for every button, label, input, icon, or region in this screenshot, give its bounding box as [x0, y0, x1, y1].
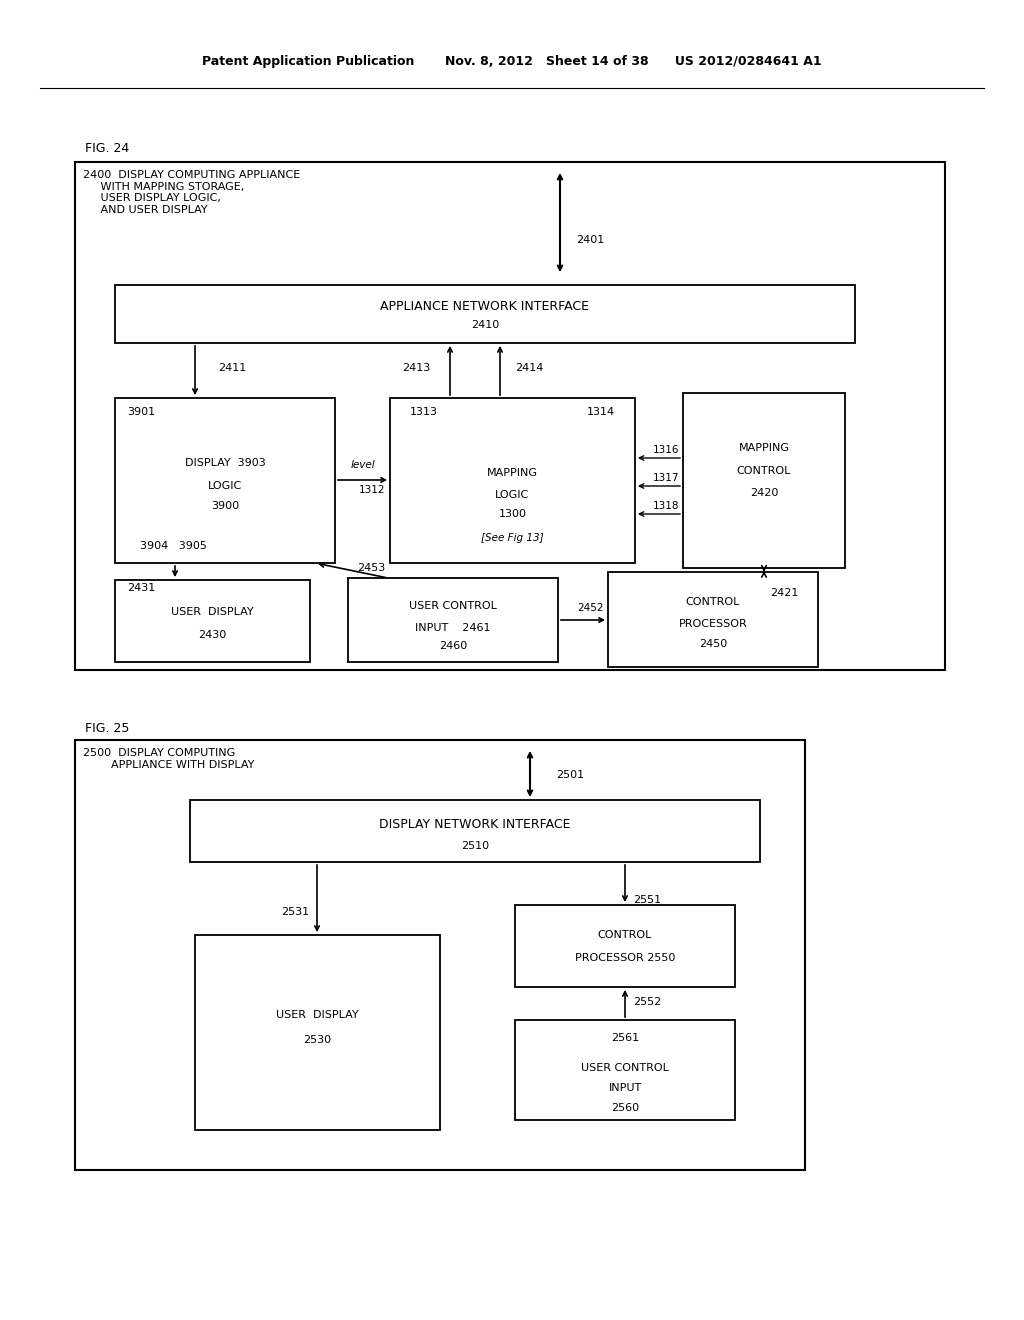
- Text: FIG. 25: FIG. 25: [85, 722, 129, 734]
- Bar: [515, 1020, 735, 1119]
- Text: DISPLAY NETWORK INTERFACE: DISPLAY NETWORK INTERFACE: [379, 817, 570, 830]
- Text: 3900: 3900: [211, 502, 239, 511]
- Text: 2413: 2413: [401, 363, 430, 374]
- Text: LOGIC: LOGIC: [208, 480, 242, 491]
- Text: 2411: 2411: [218, 363, 246, 374]
- Bar: [390, 399, 635, 564]
- Bar: [75, 741, 805, 1170]
- Text: 2401: 2401: [575, 235, 604, 246]
- Bar: [348, 578, 558, 663]
- Text: 2431: 2431: [127, 583, 155, 593]
- Text: 2400  DISPLAY COMPUTING APPLIANCE
     WITH MAPPING STORAGE,
     USER DISPLAY L: 2400 DISPLAY COMPUTING APPLIANCE WITH MA…: [83, 170, 300, 215]
- Text: FIG. 24: FIG. 24: [85, 141, 129, 154]
- Text: 1318: 1318: [652, 502, 679, 511]
- Text: USER CONTROL: USER CONTROL: [581, 1063, 669, 1073]
- Text: MAPPING: MAPPING: [487, 469, 538, 478]
- Text: LOGIC: LOGIC: [496, 490, 529, 500]
- Text: 1313: 1313: [410, 407, 438, 417]
- Text: USER CONTROL: USER CONTROL: [409, 601, 497, 611]
- Text: USER  DISPLAY: USER DISPLAY: [171, 607, 254, 616]
- Text: 1312: 1312: [358, 484, 385, 495]
- Text: 2421: 2421: [770, 587, 798, 598]
- Bar: [75, 162, 945, 671]
- Bar: [115, 399, 335, 564]
- Text: 2450: 2450: [698, 639, 727, 649]
- Text: 2501: 2501: [556, 770, 584, 780]
- Text: APPLIANCE NETWORK INTERFACE: APPLIANCE NETWORK INTERFACE: [381, 301, 590, 314]
- Bar: [115, 579, 310, 663]
- Text: 2530: 2530: [303, 1035, 332, 1045]
- Text: 2560: 2560: [611, 1104, 639, 1113]
- Text: 1316: 1316: [652, 445, 679, 455]
- Text: CONTROL: CONTROL: [686, 597, 740, 607]
- Bar: [515, 906, 735, 987]
- Text: 2561: 2561: [611, 1034, 639, 1043]
- Text: 2460: 2460: [439, 642, 467, 651]
- Text: 2420: 2420: [750, 488, 778, 498]
- Text: CONTROL: CONTROL: [737, 466, 792, 477]
- Bar: [683, 393, 845, 568]
- Text: INPUT    2461: INPUT 2461: [416, 623, 490, 634]
- Text: USER  DISPLAY: USER DISPLAY: [276, 1010, 358, 1020]
- Text: 1300: 1300: [499, 510, 526, 519]
- Text: 2552: 2552: [633, 997, 662, 1007]
- Text: 3904   3905: 3904 3905: [140, 541, 207, 550]
- Bar: [195, 935, 440, 1130]
- Text: 2551: 2551: [633, 895, 662, 906]
- Bar: [115, 285, 855, 343]
- Bar: [190, 800, 760, 862]
- Bar: [608, 572, 818, 667]
- Text: 2414: 2414: [515, 363, 544, 374]
- Text: PROCESSOR: PROCESSOR: [679, 619, 748, 630]
- Text: Patent Application Publication       Nov. 8, 2012   Sheet 14 of 38      US 2012/: Patent Application Publication Nov. 8, 2…: [202, 55, 822, 69]
- Text: 2453: 2453: [357, 564, 386, 573]
- Text: 2510: 2510: [461, 841, 489, 851]
- Text: 2531: 2531: [281, 907, 309, 917]
- Text: 3901: 3901: [127, 407, 155, 417]
- Text: 2410: 2410: [471, 319, 499, 330]
- Text: level: level: [350, 459, 375, 470]
- Text: PROCESSOR 2550: PROCESSOR 2550: [574, 953, 675, 964]
- Text: 2430: 2430: [199, 630, 226, 640]
- Text: 2452: 2452: [577, 603, 603, 612]
- Text: CONTROL: CONTROL: [598, 931, 652, 940]
- Text: MAPPING: MAPPING: [738, 444, 790, 453]
- Text: DISPLAY  3903: DISPLAY 3903: [184, 458, 265, 469]
- Text: 1314: 1314: [587, 407, 615, 417]
- Text: INPUT: INPUT: [608, 1082, 642, 1093]
- Text: [See Fig 13]: [See Fig 13]: [481, 533, 544, 543]
- Text: 2500  DISPLAY COMPUTING
        APPLIANCE WITH DISPLAY: 2500 DISPLAY COMPUTING APPLIANCE WITH DI…: [83, 748, 254, 770]
- Text: 1317: 1317: [652, 473, 679, 483]
